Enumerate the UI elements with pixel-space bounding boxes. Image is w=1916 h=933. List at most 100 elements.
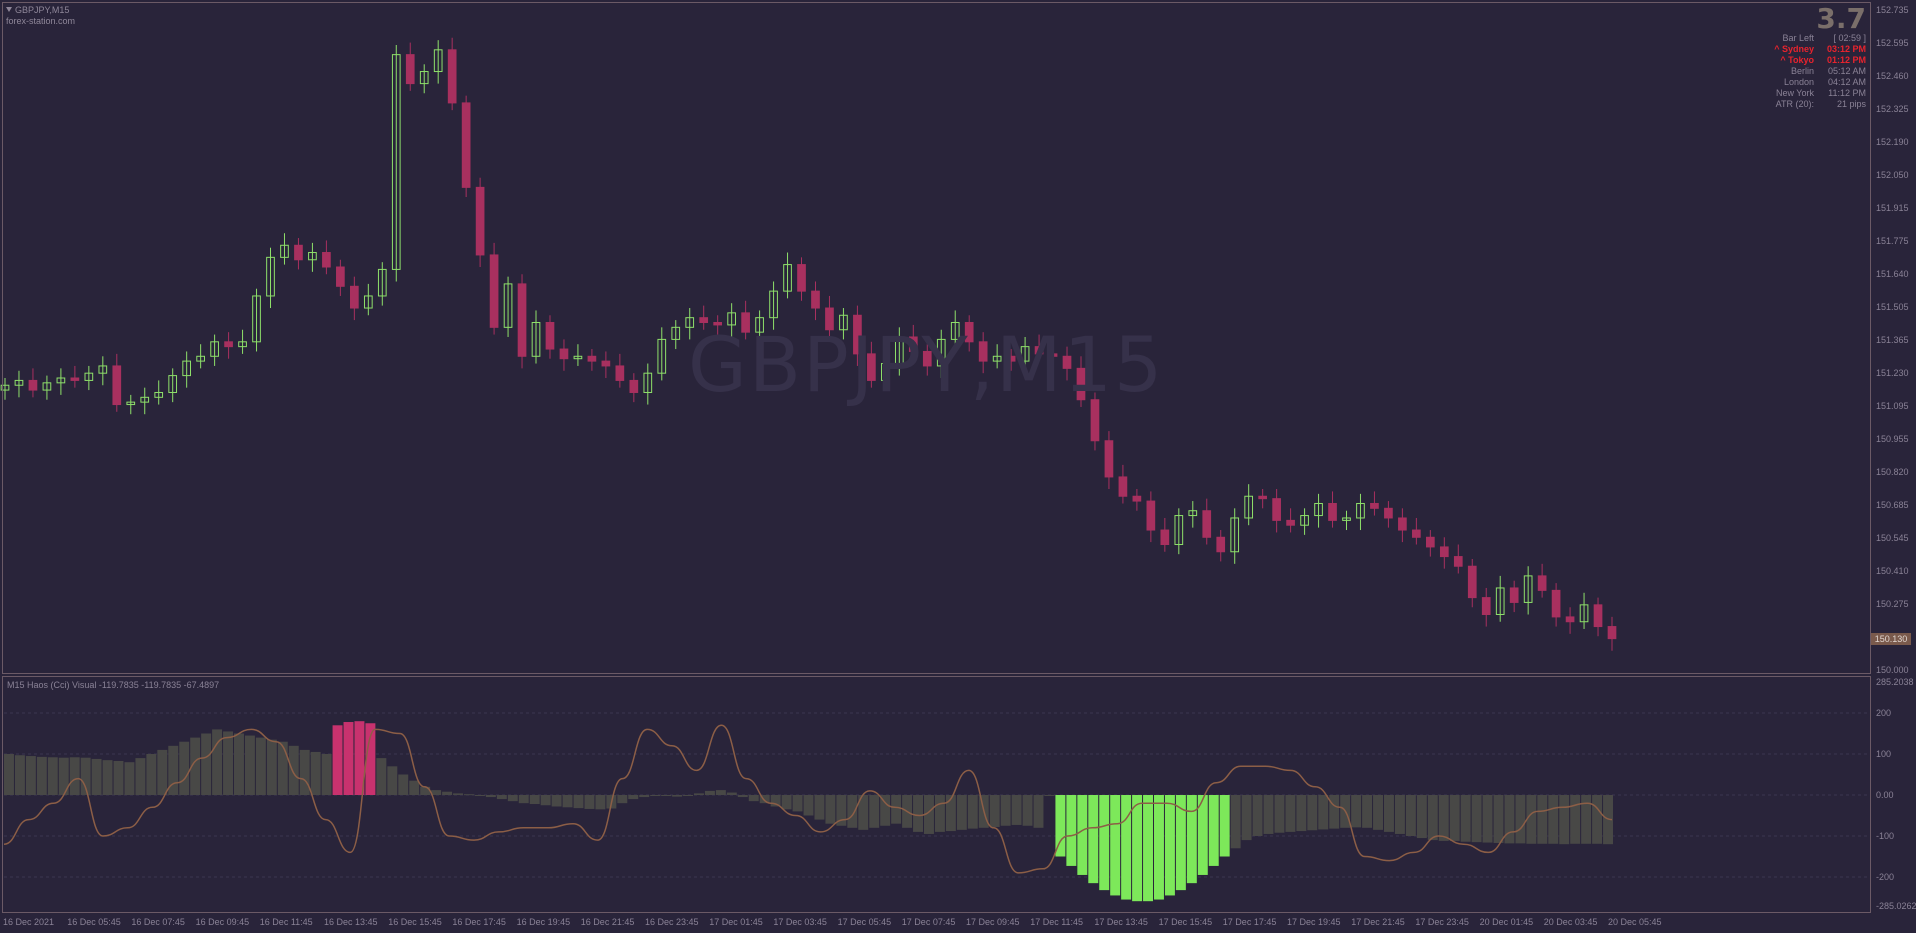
histogram-bar	[299, 749, 310, 795]
histogram-bar	[1526, 795, 1537, 844]
histogram-bar	[814, 795, 825, 820]
candle-body	[573, 355, 583, 360]
histogram-bar	[1208, 795, 1219, 866]
histogram-bar	[989, 795, 1000, 827]
time-axis-label: 17 Dec 23:45	[1415, 917, 1469, 927]
histogram-bar	[1504, 795, 1515, 844]
histogram-bar	[1241, 795, 1252, 841]
info-row-name: London	[1783, 77, 1814, 87]
price-pane[interactable]	[2, 2, 1871, 674]
info-row: ^ Sydney 03:12 PM	[1774, 44, 1866, 55]
time-axis-label: 16 Dec 13:45	[324, 917, 378, 927]
histogram-bar	[1011, 795, 1022, 825]
info-row-name: ATR (20):	[1775, 99, 1814, 109]
histogram-bar	[1570, 795, 1581, 844]
dropdown-triangle-icon[interactable]	[6, 7, 12, 12]
histogram-bar	[1110, 795, 1121, 896]
histogram-bar	[69, 757, 80, 795]
candle-body	[1509, 587, 1519, 603]
histogram-bar	[1022, 795, 1033, 826]
histogram-bar	[332, 725, 343, 795]
info-row-value: 01:12 PM	[1826, 55, 1866, 65]
candle-body	[1062, 355, 1072, 369]
histogram-bar	[168, 745, 179, 795]
histogram-bar	[825, 795, 836, 824]
histogram-bar	[1537, 795, 1548, 844]
candle-body	[741, 312, 750, 333]
histogram-bar	[1581, 795, 1592, 844]
indicator-axis-label: 100	[1876, 749, 1892, 759]
histogram-bar	[387, 766, 398, 795]
candle-body	[391, 54, 401, 270]
candle-body	[447, 49, 457, 104]
histogram-bar	[1121, 795, 1132, 900]
histogram-bar	[781, 795, 792, 810]
candle-body	[1425, 536, 1435, 548]
candle-body	[1384, 507, 1393, 519]
candle-body	[936, 338, 946, 367]
histogram-bar	[1460, 795, 1471, 842]
histogram-bar	[934, 795, 945, 832]
candle-body	[1593, 604, 1603, 628]
candle-body	[377, 268, 387, 297]
time-axis-label: 17 Dec 21:45	[1351, 917, 1405, 927]
histogram-bar	[4, 754, 14, 795]
histogram-bar	[694, 793, 704, 795]
histogram-bar	[913, 795, 923, 832]
histogram-bar	[135, 758, 146, 795]
candle-body	[1439, 546, 1449, 558]
histogram-bar	[201, 733, 212, 795]
histogram-bar	[683, 795, 693, 796]
candle-body	[363, 295, 373, 309]
info-row-value: 03:12 PM	[1826, 44, 1866, 54]
candle-body	[1300, 515, 1309, 526]
indicator-pane[interactable]	[2, 676, 1871, 913]
candle-body	[140, 396, 150, 403]
symbol-label[interactable]: GBPJPY,M15 forex-station.com	[6, 5, 76, 26]
price-axis-label: 151.775	[1876, 236, 1909, 246]
histogram-bar	[1154, 795, 1164, 900]
candle-body	[1216, 536, 1226, 553]
price-axis-label: 152.595	[1876, 38, 1909, 48]
candle-body	[1398, 517, 1407, 531]
histogram-bar	[1307, 795, 1318, 831]
candle-body	[1272, 498, 1281, 521]
candle-body	[643, 372, 653, 393]
price-axis-label: 150.820	[1876, 467, 1909, 477]
time-axis-label: 16 Dec 09:45	[195, 917, 250, 927]
candle-body	[699, 317, 709, 324]
candle-body	[1467, 565, 1477, 599]
candle-body	[1286, 519, 1295, 526]
histogram-bar	[464, 794, 474, 796]
candle-body	[0, 384, 10, 391]
candle-body	[1118, 476, 1128, 497]
time-axis-label: 16 Dec 15:45	[388, 917, 442, 927]
candle-body	[769, 290, 778, 319]
price-axis-label: 151.095	[1876, 401, 1909, 411]
histogram-bar	[223, 731, 233, 795]
candle-body	[182, 360, 192, 377]
info-row-value: 04:12 AM	[1827, 77, 1866, 87]
candle-body	[1481, 597, 1491, 615]
histogram-bar	[354, 721, 365, 795]
indicator-axis-label: 200	[1876, 708, 1892, 718]
candle-body	[727, 312, 736, 326]
candle-body	[950, 322, 960, 340]
histogram-bar	[288, 745, 299, 795]
histogram-bar	[1471, 795, 1482, 843]
info-row-value: [ 02:59 ]	[1833, 33, 1866, 43]
candle-body	[545, 322, 555, 350]
candle-body	[601, 360, 611, 367]
candle-body	[419, 71, 429, 85]
site-label: forex-station.com	[6, 16, 76, 26]
price-axis-label: 150.685	[1876, 500, 1909, 510]
candle-body	[112, 365, 122, 406]
histogram-bar	[1219, 795, 1230, 857]
histogram-bar	[453, 793, 463, 795]
cci-line	[3, 724, 1613, 874]
histogram-bar	[1559, 795, 1570, 845]
candle-body	[1314, 502, 1323, 517]
candle-body	[503, 283, 513, 328]
